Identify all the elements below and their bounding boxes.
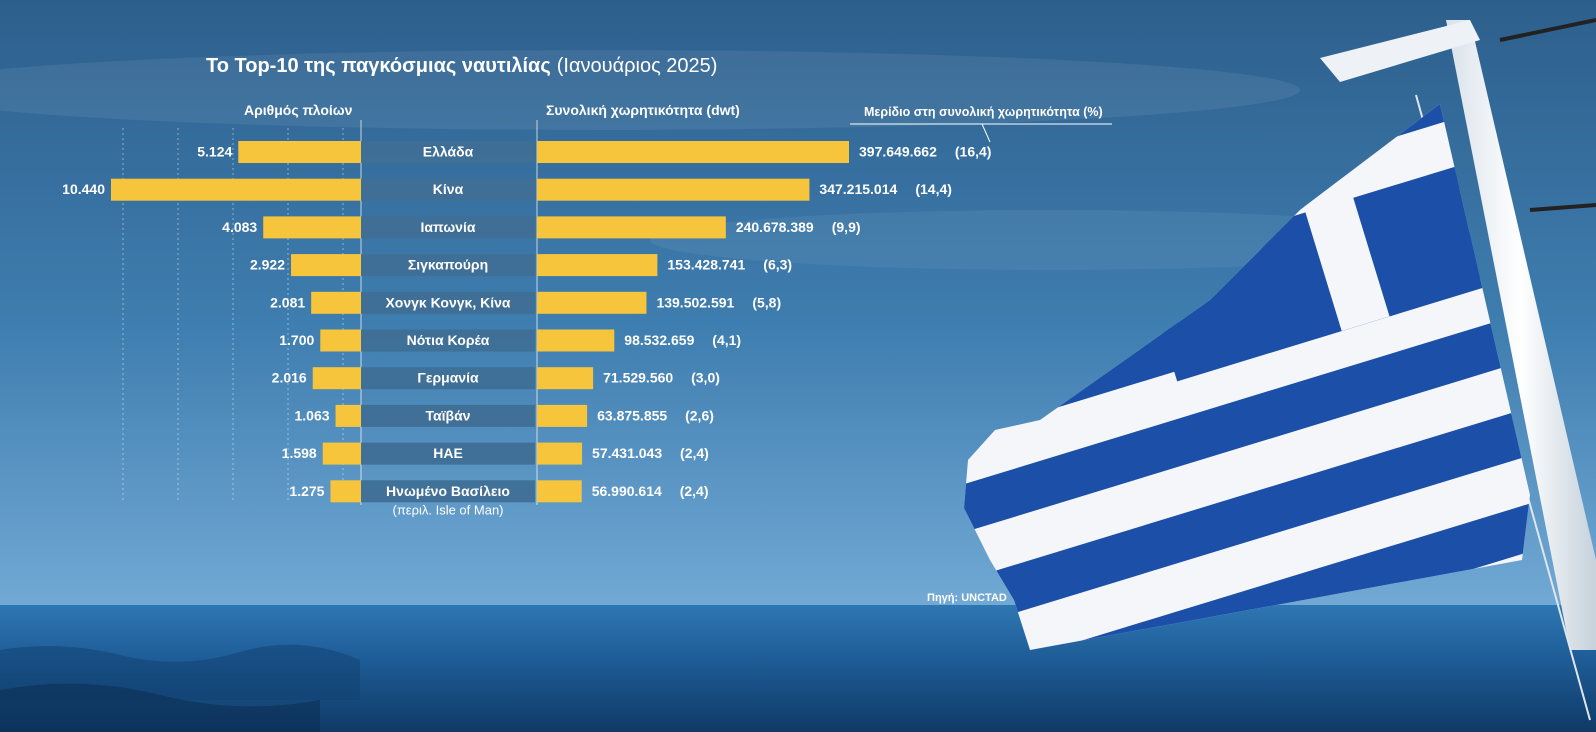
dwt-bar	[537, 480, 582, 503]
dwt-bar	[537, 404, 588, 427]
ships-bar	[312, 367, 361, 390]
ships-value-label: 1.598	[282, 445, 317, 461]
ships-value-label: 2.922	[250, 257, 285, 273]
country-label-box	[361, 141, 535, 163]
source-label: Πηγή: UNCTAD	[927, 592, 1007, 604]
dwt-bar	[537, 178, 810, 201]
dwt-header: Συνολική χωρητικότητα (dwt)	[546, 102, 740, 118]
ships-value-label: 4.083	[222, 219, 257, 235]
ships-value-label: 2.016	[272, 370, 307, 386]
country-label-box	[361, 329, 535, 352]
country-label-box	[361, 442, 535, 465]
country-label: Νότια Κορέα	[407, 332, 490, 348]
dwt-bar	[537, 216, 726, 239]
dwt-value-label: 98.532.659	[624, 332, 694, 348]
country-label: Κίνα	[433, 181, 464, 197]
dwt-value-label: 71.529.560	[603, 370, 673, 386]
country-label-box	[361, 178, 535, 201]
ships-value-label: 1.275	[289, 483, 324, 499]
country-label-box	[361, 216, 535, 239]
country-label: Σιγκαπούρη	[408, 257, 488, 273]
country-label-box	[361, 404, 535, 427]
share-value-label: (4,1)	[712, 332, 741, 348]
country-label: Γερμανία	[417, 370, 479, 386]
dwt-bar	[537, 329, 615, 352]
share-value-label: (16,4)	[955, 144, 992, 160]
country-note: (περιλ. Isle of Man)	[392, 502, 503, 517]
subtitle-text: (Ιανουάριος 2025)	[556, 55, 718, 77]
share-value-label: (9,9)	[832, 219, 861, 235]
ships-value-label: 1.063	[294, 407, 329, 423]
dwt-bar	[537, 291, 647, 314]
dwt-value-label: 397.649.662	[859, 144, 937, 160]
country-label-box	[361, 291, 535, 314]
ships-value-label: 1.700	[279, 332, 314, 348]
ships-bar	[311, 291, 361, 314]
share-header-pointer	[981, 123, 991, 143]
dwt-value-label: 63.875.855	[597, 407, 667, 423]
dwt-value-label: 347.215.014	[819, 181, 897, 197]
share-value-label: (14,4)	[915, 181, 952, 197]
share-value-label: (5,8)	[752, 294, 781, 310]
dwt-bar	[537, 442, 583, 465]
cloud-haze	[0, 50, 1300, 130]
ships-bar	[291, 254, 361, 277]
country-label: ΗΑΕ	[433, 445, 463, 461]
country-label-box	[361, 367, 535, 390]
dwt-value-label: 57.431.043	[592, 445, 662, 461]
dwt-bar	[537, 141, 849, 163]
ships-bar	[320, 329, 361, 352]
ships-value-label: 2.081	[270, 294, 305, 310]
share-value-label: (2,4)	[680, 445, 709, 461]
country-label-box	[361, 480, 535, 503]
dwt-value-label: 139.502.591	[656, 294, 734, 310]
country-label-box	[361, 254, 535, 277]
country-label: Ταϊβάν	[426, 407, 471, 423]
ships-bar	[330, 480, 361, 503]
dwt-bar	[537, 254, 658, 277]
country-label: Ελλάδα	[423, 144, 474, 160]
cloud-haze	[650, 210, 1450, 270]
share-value-label: (2,4)	[680, 483, 709, 499]
ships-value-label: 10.440	[62, 181, 105, 197]
country-label: Χονγκ Κονγκ, Κίνα	[385, 294, 510, 310]
dwt-bar	[537, 367, 594, 390]
share-value-label: (6,3)	[763, 257, 792, 273]
title-text: Το Top-10 της παγκόσμιας ναυτιλίας	[206, 55, 551, 77]
dwt-value-label: 153.428.741	[667, 257, 745, 273]
ships-bar	[238, 141, 361, 163]
ships-value-label: 5.124	[197, 144, 232, 160]
chart-title: Το Top-10 της παγκόσμιας ναυτιλίας (Ιανου…	[206, 55, 717, 78]
share-value-label: (2,6)	[685, 407, 714, 423]
ships-header: Αριθμός πλοίων	[244, 102, 353, 118]
wave	[0, 683, 320, 732]
share-value-label: (3,0)	[691, 370, 720, 386]
share-header: Μερίδιο στη συνολική χωρητικότητα (%)	[864, 105, 1103, 119]
ships-bar	[322, 442, 361, 465]
dwt-value-label: 240.678.389	[736, 219, 814, 235]
country-label: Ηνωμένο Βασίλειο	[386, 483, 510, 499]
ships-bar	[263, 216, 361, 239]
country-label: Ιαπωνία	[421, 219, 476, 235]
ships-bar	[335, 404, 361, 427]
dwt-value-label: 56.990.614	[592, 483, 662, 499]
ships-bar	[111, 178, 361, 201]
